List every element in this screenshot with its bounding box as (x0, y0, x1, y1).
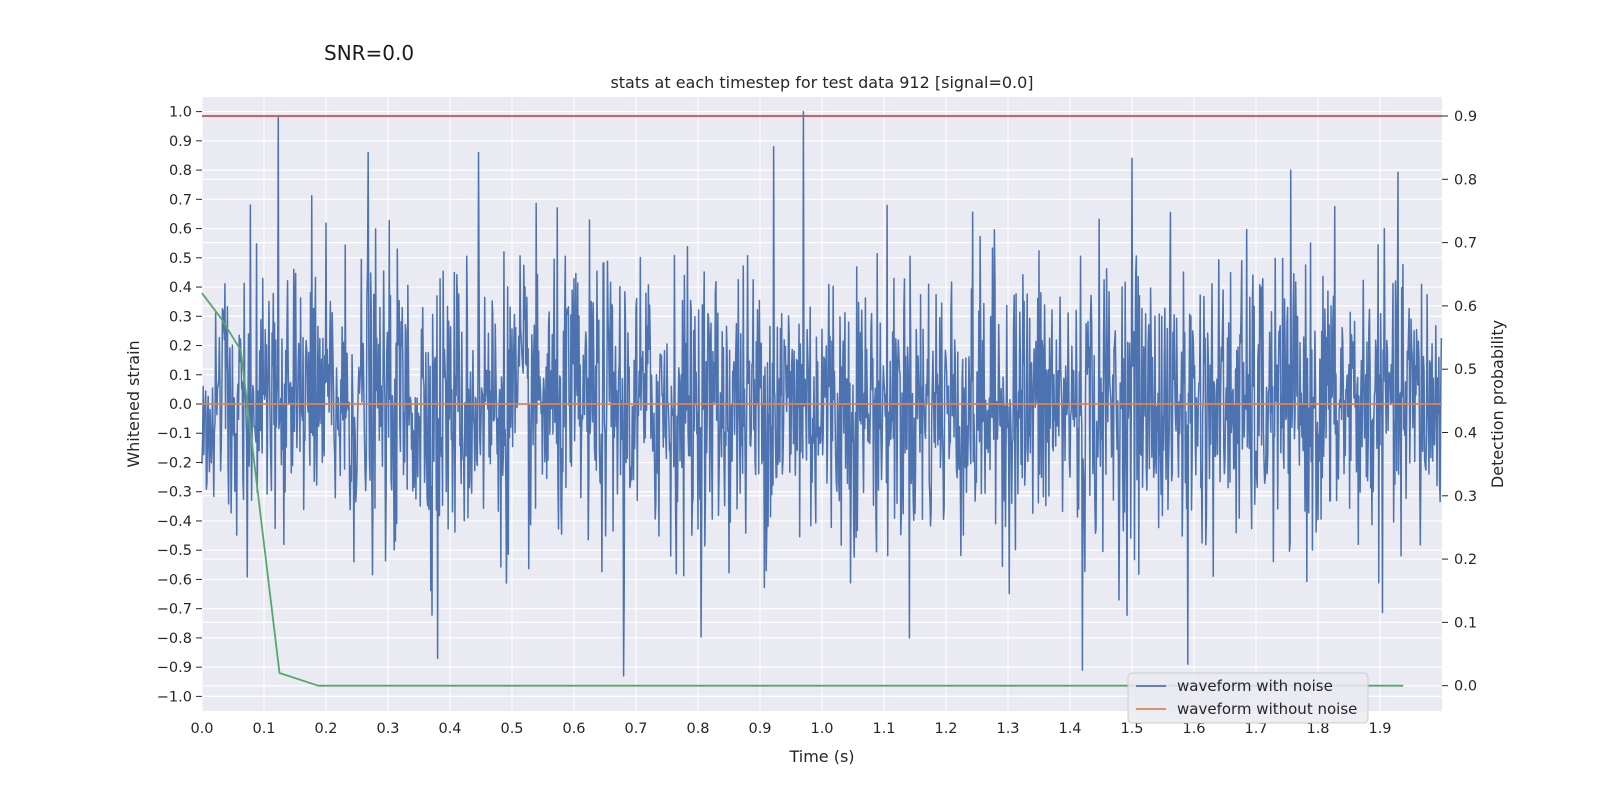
y-tick-label-left: 0.2 (169, 339, 192, 355)
x-tick-label: 0.3 (376, 721, 399, 737)
x-tick-label: 1.8 (1306, 721, 1329, 737)
y-tick-label-right: 0.4 (1454, 425, 1477, 441)
y-tick-label-right: 0.5 (1454, 362, 1477, 378)
x-tick-label: 0.5 (500, 721, 523, 737)
y-tick-label-right: 0.3 (1454, 489, 1477, 505)
legend-label-waveform-without-noise: waveform without noise (1177, 700, 1357, 718)
x-tick-label: 1.0 (810, 721, 833, 737)
series-layer (201, 110, 1443, 687)
y-tick-label-left: −0.9 (157, 660, 192, 676)
legend-box (1127, 672, 1369, 724)
x-tick-label: 1.1 (872, 721, 895, 737)
x-tick-label: 0.8 (686, 721, 709, 737)
y-tick-label-right: 0.7 (1454, 236, 1477, 252)
y-tick-label-left: 0.9 (169, 134, 192, 150)
y-tick-label-left: −0.6 (157, 572, 192, 588)
y-tick-label-right: 0.9 (1454, 109, 1477, 125)
y-tick-label-left: −0.5 (157, 543, 192, 559)
y-tick-label-right: 0.1 (1454, 615, 1477, 631)
x-tick-label: 0.6 (562, 721, 585, 737)
x-tick-label: 1.7 (1244, 721, 1267, 737)
y-tick-label-left: −0.7 (157, 602, 192, 618)
chart-title: stats at each timestep for test data 912… (610, 73, 1033, 92)
x-tick-label: 0.1 (252, 721, 275, 737)
y-tick-label-right: 0.0 (1454, 679, 1477, 695)
x-tick-label: 0.4 (438, 721, 461, 737)
y-tick-label-left: −0.2 (157, 455, 192, 471)
y-tick-label-left: −0.8 (157, 631, 192, 647)
series-line-waveform-with-noise (201, 110, 1443, 677)
y-tick-label-right: 0.8 (1454, 172, 1477, 188)
y-axis-label-right: Detection probability (1488, 320, 1507, 488)
x-tick-label: 0.0 (190, 721, 213, 737)
legend-label-waveform-with-noise: waveform with noise (1177, 677, 1333, 695)
y-tick-label-left: 0.6 (169, 222, 192, 238)
x-tick-label: 1.3 (996, 721, 1019, 737)
y-tick-label-left: 0.5 (169, 251, 192, 267)
y-tick-label-left: 1.0 (169, 105, 192, 121)
x-tick-label: 1.6 (1182, 721, 1205, 737)
legend: waveform with noise waveform without noi… (1127, 672, 1369, 724)
x-tick-label: 1.5 (1120, 721, 1143, 737)
y-tick-label-left: −0.1 (157, 426, 192, 442)
x-tick-label: 1.2 (934, 721, 957, 737)
figure-suptitle: SNR=0.0 (324, 41, 415, 65)
y-tick-label-left: −0.3 (157, 485, 192, 501)
y-tick-label-left: 0.3 (169, 309, 192, 325)
y-tick-label-left: 0.8 (169, 163, 192, 179)
x-tick-label: 0.2 (314, 721, 337, 737)
x-tick-label: 0.7 (624, 721, 647, 737)
y-tick-label-left: −1.0 (157, 689, 192, 705)
y-tick-label-left: 0.0 (169, 397, 192, 413)
x-axis-label: Time (s) (788, 747, 854, 766)
y-tick-label-right: 0.2 (1454, 552, 1477, 568)
y-tick-label-left: 0.4 (169, 280, 192, 296)
series-line-detection-probability (201, 292, 1404, 687)
y-tick-label-right: 0.6 (1454, 299, 1477, 315)
x-tick-label: 0.9 (748, 721, 771, 737)
x-tick-label: 1.4 (1058, 721, 1081, 737)
y-axis-label-left: Whitened strain (124, 340, 143, 467)
y-tick-label-left: 0.7 (169, 192, 192, 208)
axes-layer: 0.0 0.1 0.2 0.3 0.4 0.5 0.6 0.7 0.8 0.9 1.0 1.1 1.2 1… (157, 105, 1477, 737)
x-tick-label: 1.9 (1368, 721, 1391, 737)
y-tick-label-left: −0.4 (157, 514, 192, 530)
y-tick-label-left: 0.1 (169, 368, 192, 384)
